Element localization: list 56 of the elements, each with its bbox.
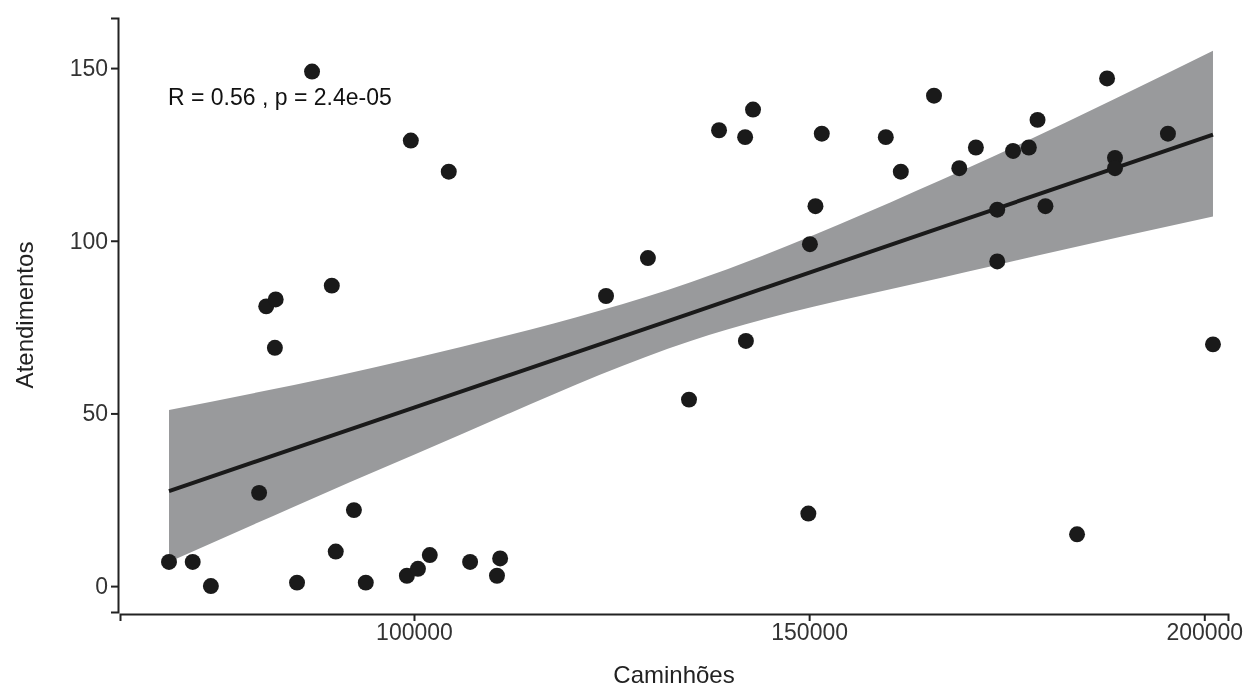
point: [892, 163, 909, 180]
point: [877, 129, 894, 146]
point: [967, 139, 984, 156]
x-tick-label: 100000: [376, 619, 453, 646]
point: [402, 132, 419, 149]
point: [711, 122, 728, 139]
point: [289, 574, 306, 591]
line-series: [167, 132, 1215, 494]
point: [266, 339, 283, 356]
point: [989, 201, 1006, 218]
point: [421, 547, 438, 563]
point: [1069, 526, 1086, 543]
x-tick-label: 200000: [1166, 619, 1244, 646]
annotation: R = 0.56 , p = 2.4e-05: [168, 84, 392, 110]
point: [1159, 125, 1176, 142]
point: [989, 253, 1006, 270]
point: [251, 484, 268, 501]
x-tick-label: 150000: [771, 619, 849, 646]
point: [1020, 139, 1037, 156]
point: [345, 502, 362, 519]
point: [323, 277, 340, 294]
point: [1099, 70, 1116, 87]
point: [737, 332, 754, 349]
point: [462, 553, 479, 570]
point: [598, 288, 615, 304]
y-axis-title: Atendimentos: [11, 241, 38, 389]
x-axis-title: Caminhões: [613, 661, 735, 688]
y-tick-label: 50: [82, 400, 108, 427]
y-tick-label: 100: [69, 227, 108, 254]
point: [304, 63, 321, 80]
y-tick-label: 0: [95, 572, 108, 599]
point: [800, 505, 817, 522]
point: [202, 578, 219, 595]
point: [807, 198, 824, 215]
point: [440, 163, 457, 180]
point: [639, 250, 656, 266]
point: [1029, 111, 1046, 128]
point: [926, 87, 942, 104]
point: [161, 553, 177, 570]
point: [184, 553, 201, 570]
point: [357, 574, 374, 591]
point: [1205, 336, 1221, 353]
point: [801, 236, 818, 253]
point: [492, 550, 509, 567]
point: [737, 129, 754, 146]
point: [327, 543, 344, 560]
point: [267, 291, 284, 308]
point: [488, 567, 505, 584]
point: [951, 160, 968, 177]
point: [745, 101, 762, 118]
y-tick-label: 150: [69, 54, 108, 81]
point: [681, 391, 697, 408]
point: [1005, 143, 1022, 159]
point: [813, 125, 830, 142]
point: [409, 560, 426, 577]
point: [1037, 198, 1054, 215]
